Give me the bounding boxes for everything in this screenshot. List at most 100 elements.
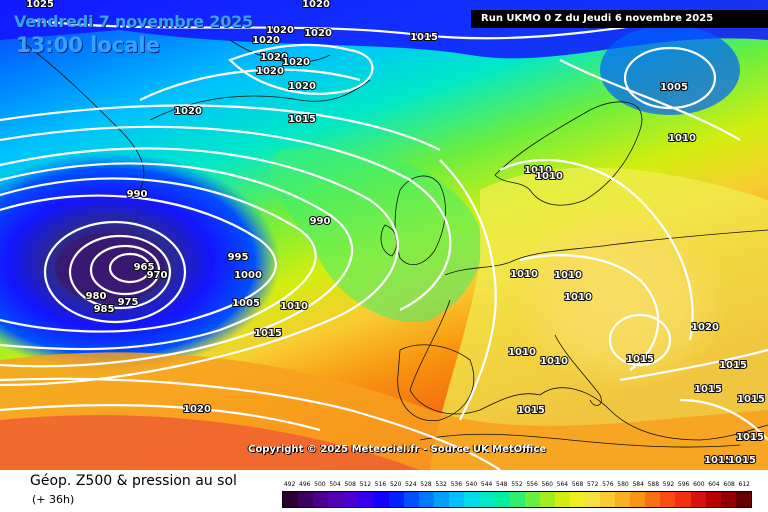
scale-label: 516 <box>374 481 387 488</box>
scale-swatch <box>705 492 721 507</box>
scale-label: 492 <box>283 481 296 488</box>
isobar-label: 1005 <box>660 82 688 93</box>
scale-swatch <box>373 492 389 507</box>
scale-swatch <box>283 492 299 507</box>
color-scale: 492 496 500 504 508 512 516 520 524 528 532 536 540 5… <box>282 480 752 508</box>
isobar-label: 965 <box>134 262 155 273</box>
isobar-label: 1015 <box>719 360 747 371</box>
isobar-label: 1020 <box>256 66 284 77</box>
scale-swatch <box>403 492 419 507</box>
isobar-label: 1025 <box>26 0 54 10</box>
isobar-label: 1020 <box>288 81 316 92</box>
copyright-text: Copyright © 2025 Meteociel.fr - Source U… <box>248 444 547 455</box>
isobar-label: 1020 <box>302 0 330 10</box>
scale-label: 572 <box>586 481 599 488</box>
scale-label: 580 <box>617 481 629 488</box>
scale-label: 544 <box>480 481 493 488</box>
scale-swatch <box>630 492 646 507</box>
scale-swatch <box>313 492 329 507</box>
scale-label: 592 <box>662 481 675 488</box>
scale-swatch <box>509 492 525 507</box>
isobar-label: 1020 <box>266 25 294 36</box>
isobar-label: 1010 <box>280 301 308 312</box>
scale-label: 576 <box>602 481 614 488</box>
isobar-label: 1010 <box>524 165 552 176</box>
isobar-label: 1020 <box>260 52 288 63</box>
scale-label: 548 <box>496 481 508 488</box>
legend-subtitle: (+ 36h) <box>32 493 75 506</box>
isobar-label: 1015 <box>736 432 764 443</box>
isobar-label: 1000 <box>234 270 262 281</box>
scale-label: 536 <box>450 481 463 488</box>
isobar-label: 1015 <box>694 384 722 395</box>
scale-swatch <box>599 492 616 507</box>
scale-label: 524 <box>405 481 417 488</box>
scale-swatch <box>615 492 631 507</box>
scale-label: 512 <box>359 481 372 488</box>
isobar-label: 1010 <box>510 269 538 280</box>
scale-label: 556 <box>526 481 538 488</box>
isobar-label: 1020 <box>183 404 211 415</box>
scale-label: 504 <box>329 481 341 488</box>
scale-swatch <box>298 492 314 507</box>
scale-swatch <box>660 492 676 507</box>
isobar-label: 1015 <box>410 32 438 43</box>
isobar-label: 1010 <box>540 356 568 367</box>
scale-bar <box>282 491 752 508</box>
legend-title: Géop. Z500 & pression au sol <box>30 473 237 489</box>
scale-swatch <box>645 492 661 507</box>
scale-swatch <box>720 492 736 507</box>
forecast-time: 13:00 locale <box>16 33 160 57</box>
scale-label: 596 <box>677 481 690 488</box>
scale-label: 508 <box>344 481 356 488</box>
isobar-label: 1010 <box>554 270 582 281</box>
scale-label: 588 <box>647 481 660 488</box>
isobar-label: 980 <box>86 291 107 302</box>
isobar-label: 1010 <box>508 347 536 358</box>
isobar-label: 1015 <box>288 114 316 125</box>
scale-swatch <box>464 492 480 507</box>
isobar-label: 1015 <box>728 455 756 466</box>
scale-swatch <box>675 492 691 507</box>
legend-panel: Géop. Z500 & pression au sol (+ 36h) 492… <box>0 470 768 512</box>
scale-swatch <box>328 492 344 507</box>
isobar-label: 1010 <box>535 171 563 182</box>
isobar-label: 1020 <box>252 35 280 46</box>
scale-swatch <box>735 492 751 507</box>
isobar-label: 1015 <box>517 405 545 416</box>
scale-label: 568 <box>571 481 584 488</box>
isobar-label: 1020 <box>304 28 332 39</box>
scale-swatch <box>524 492 540 507</box>
scale-swatch <box>569 492 585 507</box>
scale-label: 612 <box>738 481 750 488</box>
scale-label: 540 <box>465 481 478 488</box>
scale-swatch <box>433 492 450 507</box>
scale-label: 564 <box>556 481 569 488</box>
isobar-label: 990 <box>310 216 331 227</box>
isobar-lines <box>0 18 768 470</box>
scale-swatch <box>343 492 359 507</box>
weather-map: 1025 1020 1020 1020 1020 1020 1020 1020 1020 1020… <box>0 0 768 470</box>
isobar-label: 1015 <box>704 455 732 466</box>
scale-label: 496 <box>299 481 311 488</box>
isobar-label: 1020 <box>282 57 310 68</box>
scale-label: 560 <box>541 481 553 488</box>
isobar-label: 995 <box>228 252 249 263</box>
scale-label: 604 <box>708 481 720 488</box>
isobar-label: 975 <box>118 297 139 308</box>
model-run-label: Run UKMO 0 Z du Jeudi 6 novembre 2025 <box>471 10 768 28</box>
isobar-label: 1015 <box>626 354 654 365</box>
scale-swatch <box>479 492 495 507</box>
isobar-label: 990 <box>127 189 148 200</box>
isobar-label: 1010 <box>668 133 696 144</box>
isobar-label: 1010 <box>564 292 592 303</box>
scale-swatch <box>388 492 404 507</box>
scale-swatch <box>358 492 374 507</box>
scale-swatch <box>494 492 510 507</box>
scale-swatch <box>449 492 465 507</box>
scale-swatch <box>584 492 600 507</box>
scale-swatch <box>418 492 434 507</box>
scale-label: 600 <box>693 481 705 488</box>
